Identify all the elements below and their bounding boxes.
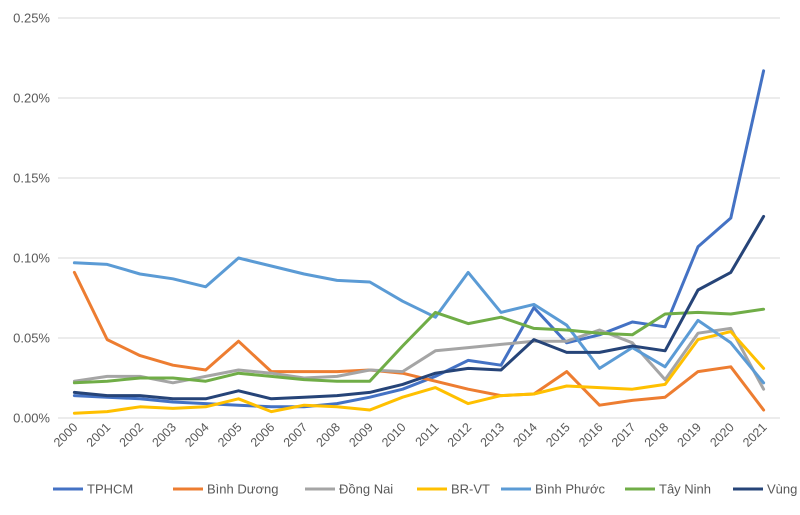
x-tick-label: 2006	[248, 420, 278, 450]
legend-label: BR-VT	[451, 482, 490, 497]
x-tick-label: 2016	[576, 420, 606, 450]
legend-label: Bình Phước	[535, 482, 605, 497]
x-tick-label: 2007	[281, 420, 311, 450]
x-tick-label: 2004	[182, 420, 212, 450]
x-tick-label: 2013	[478, 420, 508, 450]
x-tick-label: 2011	[413, 420, 442, 449]
x-tick-label: 2008	[314, 420, 344, 450]
series-lines	[72, 69, 766, 415]
series-line-br-vt	[72, 330, 766, 415]
y-tick-label: 0.00%	[13, 411, 50, 426]
legend-label: Đồng Nai	[339, 482, 393, 497]
x-axis-tick-labels: 2000 2001 2002 2003 2004 2005 2006 2007 2008 2009…	[51, 420, 770, 450]
y-axis-tick-labels: 0.00% 0.05% 0.10% 0.15% 0.20% 0.25%	[13, 11, 50, 426]
series-line-bình-phước	[72, 256, 766, 385]
x-tick-label: 2019	[675, 420, 705, 450]
series-line-vùng	[72, 214, 766, 401]
x-tick-label: 2001	[84, 420, 114, 450]
gridlines	[58, 17, 780, 419]
x-tick-label: 2018	[642, 420, 672, 450]
x-tick-label: 2010	[379, 420, 409, 450]
x-tick-label: 2017	[609, 420, 639, 450]
x-tick-label: 2000	[51, 420, 81, 450]
y-tick-label: 0.25%	[13, 11, 50, 26]
x-tick-label: 2002	[117, 420, 147, 450]
legend-label: Tây Ninh	[659, 482, 711, 497]
x-tick-label: 2009	[346, 420, 376, 450]
x-tick-label: 2021	[740, 420, 770, 450]
y-tick-label: 0.10%	[13, 251, 50, 266]
legend: TPHCM Bình Dương Đồng Nai BR-VT Bình Phước Tâ…	[53, 482, 797, 497]
x-tick-label: 2020	[707, 420, 737, 450]
y-tick-label: 0.20%	[13, 91, 50, 106]
legend-label: Vùng	[767, 482, 797, 497]
series-line-tphcm	[72, 69, 766, 409]
x-tick-label: 2005	[215, 420, 245, 450]
x-tick-label: 2015	[543, 420, 573, 450]
series-line-tây-ninh	[72, 307, 766, 385]
x-tick-label: 2003	[149, 420, 179, 450]
legend-label: Bình Dương	[207, 482, 278, 497]
x-tick-label: 2012	[445, 420, 475, 450]
legend-label: TPHCM	[87, 482, 133, 497]
series-line-bình-dương	[72, 270, 766, 412]
x-tick-label: 2014	[510, 420, 540, 450]
y-tick-label: 0.15%	[13, 171, 50, 186]
y-tick-label: 0.05%	[13, 331, 50, 346]
